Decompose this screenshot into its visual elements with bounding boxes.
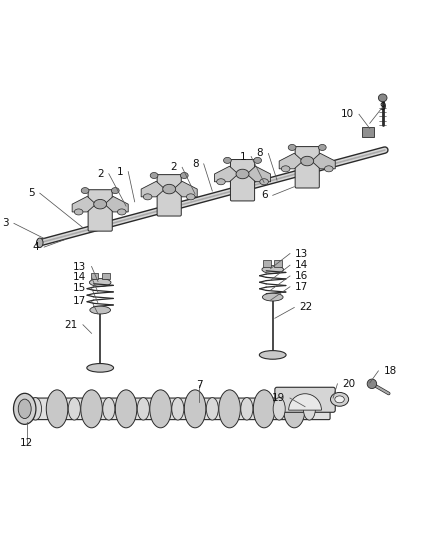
Ellipse shape (172, 398, 184, 420)
FancyBboxPatch shape (275, 387, 335, 413)
Text: 13: 13 (73, 262, 86, 271)
Polygon shape (141, 181, 165, 197)
Ellipse shape (46, 390, 68, 428)
Ellipse shape (335, 396, 344, 403)
Ellipse shape (184, 390, 206, 428)
Text: 14: 14 (73, 272, 86, 282)
Ellipse shape (117, 209, 126, 215)
Bar (102, 273, 110, 279)
Ellipse shape (90, 306, 110, 314)
Ellipse shape (187, 194, 195, 200)
Polygon shape (279, 154, 303, 169)
Ellipse shape (223, 157, 231, 164)
Text: 1: 1 (239, 151, 246, 161)
Ellipse shape (18, 399, 31, 418)
Ellipse shape (254, 157, 261, 164)
FancyBboxPatch shape (295, 147, 319, 188)
Text: 3: 3 (2, 219, 9, 228)
Ellipse shape (137, 398, 149, 420)
Text: 9: 9 (379, 102, 386, 112)
Text: 1: 1 (117, 167, 123, 176)
Polygon shape (72, 197, 96, 212)
Ellipse shape (150, 173, 158, 179)
Ellipse shape (94, 199, 107, 209)
Ellipse shape (217, 179, 225, 185)
Text: 8: 8 (257, 149, 263, 158)
Ellipse shape (288, 144, 296, 150)
Ellipse shape (87, 364, 113, 372)
Polygon shape (173, 181, 197, 197)
Text: 2: 2 (170, 162, 177, 172)
Ellipse shape (367, 379, 377, 389)
Text: 5: 5 (28, 188, 35, 198)
Ellipse shape (304, 398, 315, 420)
Text: 12: 12 (20, 438, 33, 448)
Polygon shape (311, 154, 335, 169)
Ellipse shape (150, 390, 171, 428)
Ellipse shape (236, 169, 249, 179)
Ellipse shape (14, 393, 36, 424)
Ellipse shape (241, 398, 253, 420)
Text: 4: 4 (32, 242, 39, 252)
FancyBboxPatch shape (230, 159, 254, 201)
Ellipse shape (219, 390, 240, 428)
Text: 14: 14 (295, 260, 308, 270)
Ellipse shape (253, 390, 275, 428)
Text: 18: 18 (384, 366, 397, 376)
Ellipse shape (262, 293, 283, 301)
Ellipse shape (180, 173, 188, 179)
Polygon shape (247, 166, 271, 182)
Ellipse shape (74, 209, 83, 215)
Text: 17: 17 (295, 282, 308, 292)
Bar (263, 261, 271, 266)
Ellipse shape (283, 390, 305, 428)
Text: 21: 21 (64, 320, 78, 330)
Text: 6: 6 (261, 190, 268, 200)
Wedge shape (289, 394, 321, 410)
Ellipse shape (260, 179, 268, 185)
Ellipse shape (206, 398, 219, 420)
Ellipse shape (29, 398, 42, 420)
Text: 7: 7 (196, 380, 203, 390)
Ellipse shape (81, 188, 89, 193)
FancyBboxPatch shape (17, 398, 330, 419)
FancyBboxPatch shape (157, 175, 181, 216)
Text: 10: 10 (341, 109, 354, 119)
Ellipse shape (115, 390, 137, 428)
Ellipse shape (318, 144, 326, 150)
Polygon shape (105, 197, 128, 212)
Text: 17: 17 (73, 296, 86, 306)
Text: 15: 15 (73, 283, 86, 293)
FancyBboxPatch shape (88, 190, 112, 231)
Text: 20: 20 (343, 379, 356, 389)
Ellipse shape (103, 398, 115, 420)
Text: 16: 16 (295, 271, 308, 281)
Ellipse shape (259, 351, 286, 359)
Ellipse shape (262, 265, 283, 273)
Ellipse shape (325, 166, 333, 172)
Polygon shape (215, 166, 238, 182)
Text: 2: 2 (97, 169, 104, 179)
Ellipse shape (378, 94, 387, 102)
Ellipse shape (273, 398, 285, 420)
Ellipse shape (143, 194, 152, 200)
Bar (91, 273, 99, 279)
Ellipse shape (81, 390, 102, 428)
Ellipse shape (36, 238, 43, 247)
Ellipse shape (281, 166, 290, 172)
Ellipse shape (331, 392, 349, 406)
Text: 8: 8 (192, 159, 198, 169)
Text: 13: 13 (295, 248, 308, 259)
Ellipse shape (68, 398, 80, 420)
Ellipse shape (111, 188, 119, 193)
Ellipse shape (89, 279, 111, 286)
Text: 19: 19 (272, 393, 285, 403)
Bar (275, 261, 282, 266)
Bar (361, 127, 374, 137)
Ellipse shape (163, 184, 176, 194)
Ellipse shape (301, 156, 314, 166)
Text: 22: 22 (300, 302, 313, 312)
